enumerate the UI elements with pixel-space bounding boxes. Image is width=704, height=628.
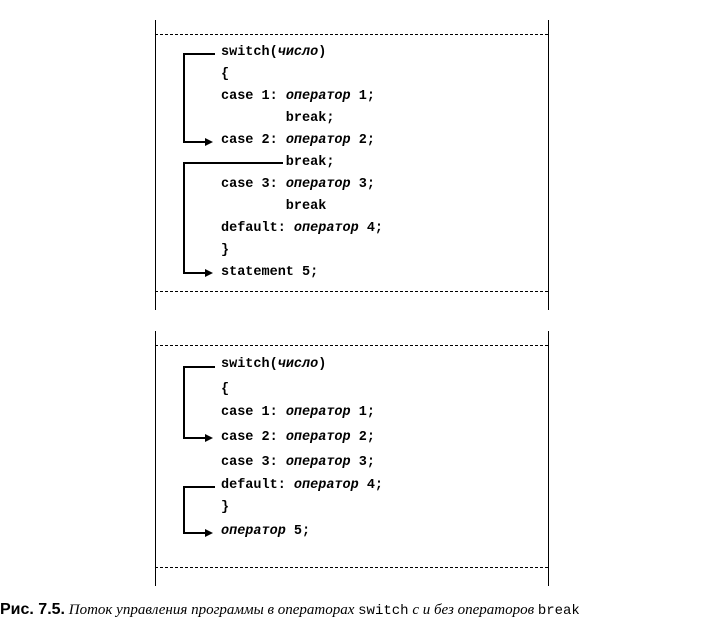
fig1-arrowhead-statement5 bbox=[205, 269, 213, 277]
fig1-line-break1: break; bbox=[221, 111, 335, 126]
fig2-arrowhead-case2 bbox=[205, 434, 213, 442]
fig1-line-case3: case 3: оператор 3; bbox=[221, 177, 375, 192]
caption-keyword-break: break bbox=[537, 603, 580, 619]
fig2-bottom-dash bbox=[155, 567, 548, 568]
fig1-line-case2: case 2: оператор 2; bbox=[221, 133, 375, 148]
fig1-line-default: default: оператор 4; bbox=[221, 221, 384, 236]
fig2-arrowhead-operator5 bbox=[205, 529, 213, 537]
fig2-right-border bbox=[548, 331, 549, 586]
fig1-line-break2: break; bbox=[221, 155, 335, 170]
fig1-line-statement5: statement 5; bbox=[221, 265, 319, 280]
fig1-line-break3: break bbox=[221, 199, 327, 214]
fig1-top-dash bbox=[155, 34, 548, 35]
caption-text-1: Поток управления программы в операторах bbox=[68, 602, 355, 618]
fig2-line-operator5: оператор 5; bbox=[221, 524, 311, 539]
fig2-line-close-brace: } bbox=[221, 500, 230, 515]
fig1-left-border bbox=[155, 20, 156, 310]
fig2-line-case2: case 2: оператор 2; bbox=[221, 430, 375, 445]
fig1-right-border bbox=[548, 20, 549, 310]
figure-caption: Рис. 7.5. Поток управления программы в о… bbox=[0, 601, 704, 619]
fig2-top-dash bbox=[155, 345, 548, 346]
fig2-line-open-brace: { bbox=[221, 382, 230, 397]
caption-text-2: с и без операторов bbox=[412, 602, 535, 618]
caption-label: Рис. 7.5. bbox=[0, 601, 65, 618]
fig2-line-case1: case 1: оператор 1; bbox=[221, 405, 375, 420]
fig2-left-border bbox=[155, 331, 156, 586]
fig1-line-case1: case 1: оператор 1; bbox=[221, 89, 375, 104]
fig1-arrowhead-case2 bbox=[205, 138, 213, 146]
fig1-line-close-brace: } bbox=[221, 243, 230, 258]
fig1-bottom-dash bbox=[155, 291, 548, 292]
fig2-line-case3: case 3: оператор 3; bbox=[221, 455, 375, 470]
fig1-line-open-brace: { bbox=[221, 67, 230, 82]
fig2-line-switch: switch(число) bbox=[221, 357, 327, 372]
caption-keyword-switch: switch bbox=[358, 603, 409, 619]
fig2-line-default: default: оператор 4; bbox=[221, 478, 384, 493]
fig1-line-switch: switch(число) bbox=[221, 45, 327, 60]
